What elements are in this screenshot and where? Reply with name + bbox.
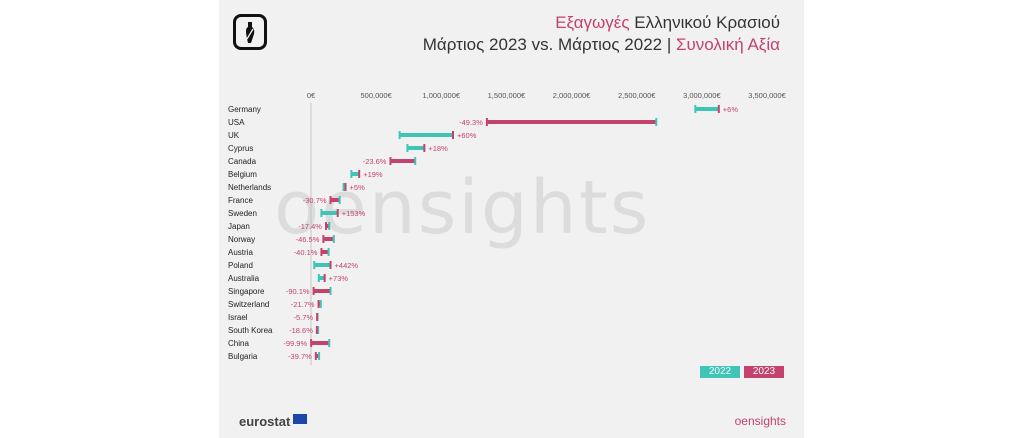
- change-label: -39.7%: [288, 352, 312, 361]
- change-label: +19%: [363, 170, 383, 179]
- change-label: -18.6%: [289, 326, 313, 335]
- change-bar: [323, 237, 334, 241]
- country-label: Cyprus: [228, 144, 253, 153]
- change-label: +442%: [335, 261, 359, 270]
- country-label: France: [228, 196, 253, 205]
- change-bar: [390, 159, 416, 163]
- x-tick-label: 500,000€: [360, 91, 392, 100]
- legend-2022: 2022: [700, 366, 740, 378]
- x-tick-label: 2,000,000€: [553, 91, 591, 100]
- country-label: UK: [228, 131, 240, 140]
- x-tick-label: 1,000,000€: [423, 91, 461, 100]
- country-label: Australia: [228, 274, 260, 283]
- x-tick-label: 3,000,000€: [683, 91, 721, 100]
- country-label: Japan: [228, 222, 250, 231]
- country-label: Israel: [228, 313, 248, 322]
- change-bar: [407, 146, 425, 150]
- country-label: Singapore: [228, 287, 265, 296]
- change-label: -21.7%: [291, 300, 315, 309]
- change-bar: [314, 263, 331, 267]
- change-bar: [315, 354, 320, 358]
- change-label: +73%: [329, 274, 349, 283]
- x-tick-label: 3,500,000€: [748, 91, 786, 100]
- country-label: Poland: [228, 261, 253, 270]
- change-bar: [318, 302, 321, 306]
- country-label: Switzerland: [228, 300, 269, 309]
- change-label: +5%: [350, 183, 366, 192]
- change-bar: [313, 289, 331, 293]
- eu-flag-icon: [293, 414, 307, 424]
- change-label: -30.7%: [303, 196, 327, 205]
- change-label: -99.9%: [283, 339, 307, 348]
- dumbbell-chart: 0€ 500,000€ 1,000,000€ 1,500,000€ 2,000,000€…: [228, 91, 787, 365]
- country-label: Bulgaria: [228, 352, 258, 361]
- change-label: +18%: [428, 144, 448, 153]
- change-label: -46.5%: [296, 235, 320, 244]
- change-label: -90.1%: [286, 287, 310, 296]
- change-label: +153%: [342, 209, 366, 218]
- title-rest-2: Μάρτιος 2023 vs. Μάρτιος 2022 |: [422, 35, 676, 54]
- change-bar: [321, 250, 329, 254]
- change-bar: [311, 341, 330, 345]
- country-label: Austria: [228, 248, 253, 257]
- brand-logo: oensights: [734, 414, 786, 428]
- country-label: South Korea: [228, 326, 273, 335]
- chart-title: Εξαγωγές Ελληνικού Κρασιού Μάρτιος 2023 …: [423, 12, 780, 56]
- change-bar: [695, 107, 719, 111]
- change-bar: [351, 172, 360, 176]
- country-label: Norway: [228, 235, 255, 244]
- change-label: -17.4%: [298, 222, 322, 231]
- change-bar: [486, 120, 657, 124]
- change-label: -49.3%: [459, 118, 483, 127]
- change-bar: [325, 224, 330, 228]
- country-label: China: [228, 339, 249, 348]
- change-bar: [399, 133, 454, 137]
- x-tick-label: 0€: [307, 91, 316, 100]
- legend-2023: 2023: [744, 366, 784, 378]
- change-label: -5.7%: [294, 313, 314, 322]
- chart-card: Εξαγωγές Ελληνικού Κρασιού Μάρτιος 2023 …: [219, 0, 804, 438]
- title-rest-1: Ελληνικού Κρασιού: [629, 13, 780, 32]
- change-label: -40.1%: [294, 248, 318, 257]
- change-label: +6%: [723, 105, 739, 114]
- title-accent-1: Εξαγωγές: [555, 13, 630, 32]
- change-bar: [321, 211, 338, 215]
- x-tick-label: 2,500,000€: [618, 91, 656, 100]
- country-label: Belgium: [228, 170, 257, 179]
- country-label: Canada: [228, 157, 257, 166]
- country-label: Netherlands: [228, 183, 271, 192]
- country-label: Sweden: [228, 209, 257, 218]
- watermark: oensights: [274, 165, 651, 251]
- title-accent-2: Συνολική Αξία: [675, 35, 780, 54]
- country-label: USA: [228, 118, 245, 127]
- change-label: +60%: [457, 131, 477, 140]
- change-bar: [330, 198, 340, 202]
- wine-bottle-logo-icon: [233, 14, 267, 50]
- country-label: Germany: [228, 105, 261, 114]
- change-bar: [318, 276, 325, 280]
- eurostat-source: eurostat: [239, 414, 291, 429]
- change-label: -23.6%: [363, 157, 387, 166]
- x-tick-label: 1,500,000€: [488, 91, 526, 100]
